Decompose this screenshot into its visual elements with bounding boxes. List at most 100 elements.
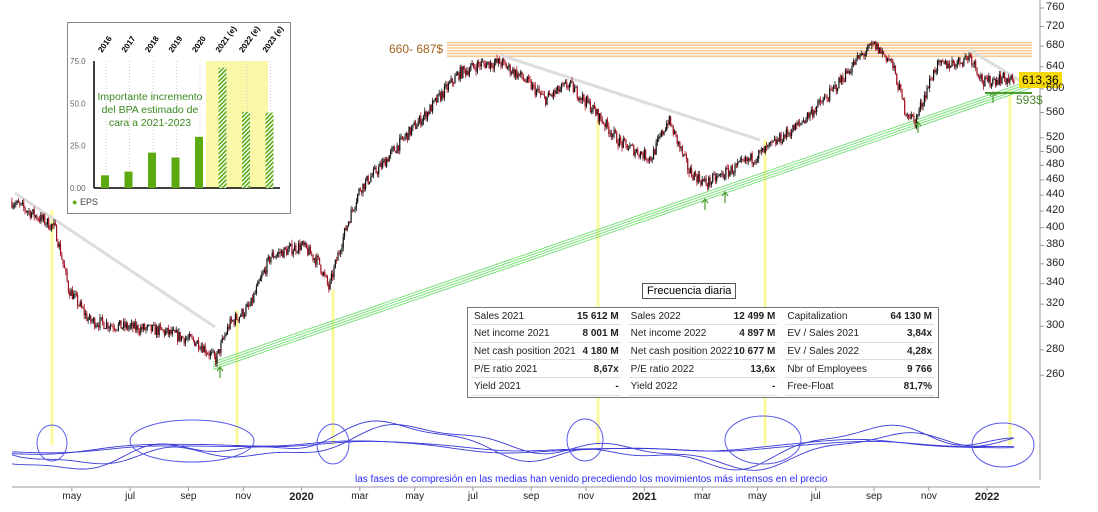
candle-body: [843, 81, 845, 83]
candle-body: [839, 77, 841, 83]
candle-body: [400, 136, 402, 138]
candle-body: [767, 144, 769, 147]
candle-body: [752, 162, 755, 164]
metric-label: Sales 2022: [630, 310, 681, 322]
y-tick-label: 320: [1046, 297, 1065, 310]
fundamentals-table: Sales 2021 15 612 M Sales 2022 12 499 M Capi…: [467, 307, 939, 398]
candle-body: [670, 116, 672, 126]
candle-body: [685, 155, 688, 159]
candle-body: [268, 256, 271, 263]
candle-body: [601, 119, 603, 123]
candle-body: [756, 158, 759, 161]
candle-body: [646, 159, 648, 161]
candle-body: [926, 87, 928, 99]
candle-body: [162, 329, 164, 331]
table-row: Net income 2021 8 001 M Net income 2022 4 8…: [468, 326, 938, 344]
candle-body: [253, 294, 255, 303]
candle-body: [514, 69, 517, 77]
candle-body: [33, 209, 35, 217]
table-cell: Sales 2022 12 499 M: [628, 308, 778, 326]
candle-body: [70, 289, 72, 296]
candle-body: [570, 80, 572, 84]
candle-body: [620, 137, 622, 142]
candle-body: [541, 93, 543, 95]
candle-body: [612, 134, 614, 137]
candle-body: [161, 327, 163, 330]
eps-bar: [171, 157, 180, 188]
candle-body: [418, 116, 421, 122]
candle-body: [510, 72, 513, 74]
candle-body: [687, 158, 689, 171]
compression-circle: [971, 422, 1035, 468]
candle-body: [595, 109, 597, 115]
candle-body: [37, 219, 39, 220]
candle-body: [692, 176, 694, 181]
x-tick-label: nov: [235, 491, 252, 502]
candle-body: [742, 159, 744, 160]
candle-body: [840, 76, 843, 83]
candle-body: [446, 84, 448, 90]
candle-body: [837, 88, 839, 91]
candle-body: [271, 252, 273, 258]
candle-body: [789, 133, 791, 137]
candle-body: [16, 200, 18, 204]
candle-body: [658, 136, 660, 140]
candle-body: [992, 79, 994, 84]
candle-body: [909, 117, 911, 119]
candle-body: [133, 322, 135, 329]
x-tick-label: jul: [810, 491, 821, 502]
candle-body: [55, 225, 58, 242]
candle-body: [608, 126, 610, 134]
candle-body: [645, 149, 647, 160]
candle-body: [25, 210, 27, 213]
candle-body: [656, 139, 659, 142]
candle-body: [462, 66, 464, 78]
candle-body: [450, 78, 452, 83]
candle-body: [455, 74, 457, 76]
candle-body: [624, 138, 626, 140]
candle-body: [637, 149, 639, 155]
candle-body: [190, 334, 192, 337]
candle-body: [648, 156, 651, 161]
metric-value: 4 180 M: [582, 345, 619, 357]
candle-body: [971, 56, 973, 65]
inset-x-tick-label: 2019: [167, 34, 185, 54]
candle-body: [503, 59, 505, 62]
candle-body: [259, 278, 261, 281]
candle-body: [53, 222, 55, 226]
candle-body: [194, 340, 196, 346]
candle-body: [888, 58, 890, 60]
candle-body: [718, 174, 720, 176]
candle-body: [798, 122, 801, 124]
candle-body: [300, 244, 302, 251]
candle-body: [954, 63, 956, 67]
metric-value: 4,28x: [906, 345, 933, 357]
candle-body: [896, 74, 898, 85]
candle-body: [458, 72, 460, 80]
candle-body: [470, 65, 472, 71]
candle-body: [349, 222, 351, 224]
table-cell: Net income 2021 8 001 M: [472, 326, 621, 343]
candle-body: [597, 109, 599, 122]
downtrend-line: [14, 191, 216, 329]
candle-body: [94, 318, 96, 328]
candle-body: [917, 114, 919, 116]
candle-body: [403, 138, 405, 140]
y-tick-label: 720: [1046, 19, 1065, 32]
metric-label: Sales 2021: [474, 310, 525, 322]
candle-body: [303, 241, 305, 246]
y-tick-label: 340: [1046, 276, 1065, 289]
candle-body: [19, 202, 21, 204]
up-arrow-icon: [721, 191, 729, 203]
candle-body: [28, 210, 30, 212]
candle-body: [197, 340, 200, 349]
candle-body: [950, 66, 952, 68]
metric-label: Free-Float: [787, 381, 834, 393]
inset-x-tick-label: 2020: [190, 34, 208, 54]
candle-body: [947, 63, 949, 69]
eps-bar: [124, 171, 133, 188]
candle-body: [386, 158, 388, 167]
candle-body: [124, 321, 126, 328]
candle-body: [474, 66, 476, 69]
candle-body: [526, 76, 528, 83]
